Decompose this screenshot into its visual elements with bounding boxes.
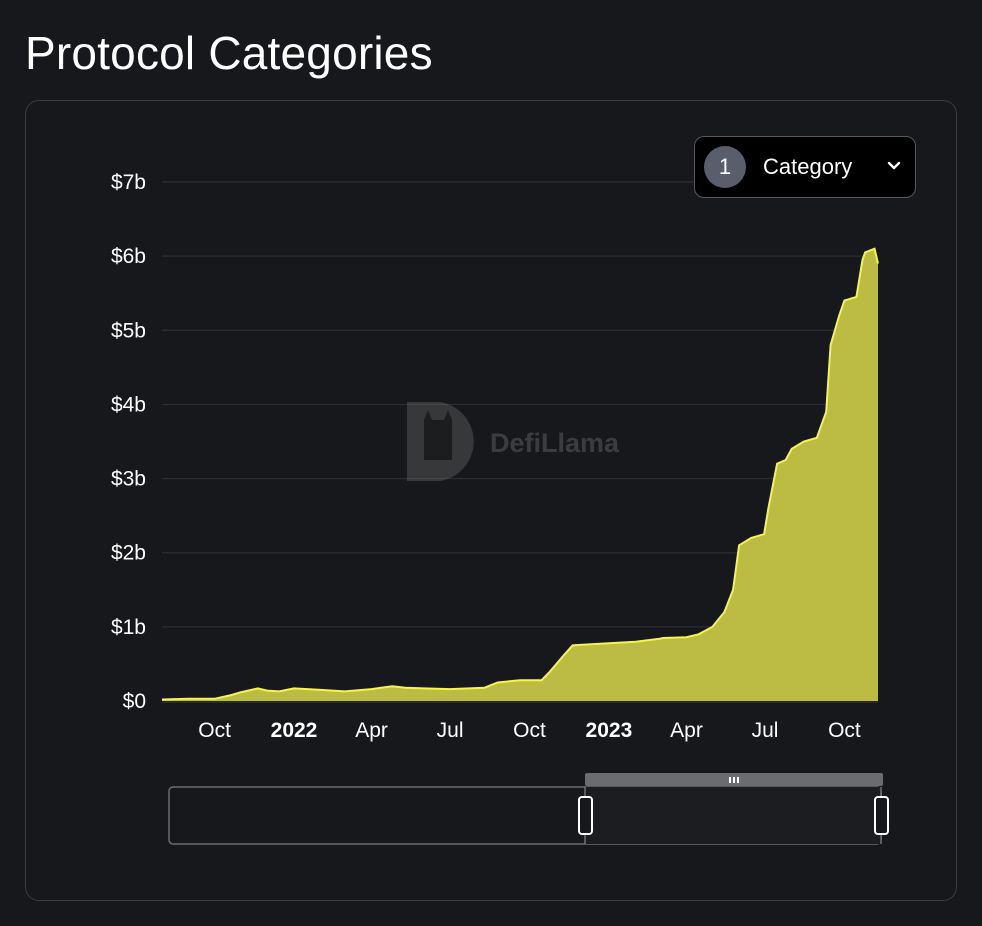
series-line — [161, 247, 879, 701]
x-tick-label: Apr — [670, 719, 703, 742]
y-tick-label: $1b — [111, 616, 146, 639]
x-axis-ticks: Oct 2022 Apr Jul Oct 2023 Apr Jul Oct — [198, 719, 861, 742]
category-select-label: Category — [763, 154, 853, 179]
x-tick-label: Jul — [437, 719, 464, 742]
chevron-down-icon — [887, 161, 901, 170]
x-tick-label: Apr — [355, 719, 388, 742]
watermark: DefiLlama — [407, 402, 620, 481]
range-slider-selection[interactable] — [585, 787, 881, 844]
y-tick-label: $5b — [111, 319, 146, 342]
y-tick-label: $0 — [123, 690, 146, 713]
y-tick-label: $3b — [111, 468, 146, 491]
range-slider[interactable] — [168, 773, 889, 845]
drag-grip-icon — [729, 777, 739, 783]
x-tick-label: 2023 — [586, 719, 633, 742]
grid-lines — [162, 181, 878, 628]
range-slider-right-handle[interactable] — [874, 796, 889, 835]
range-slider-left-handle[interactable] — [578, 796, 593, 835]
x-tick-label: 2022 — [271, 719, 318, 742]
x-tick-label: Oct — [513, 719, 546, 742]
y-tick-label: $7b — [111, 171, 146, 194]
page-title: Protocol Categories — [25, 27, 433, 79]
x-tick-label: Oct — [198, 719, 231, 742]
y-axis-ticks: $0 $1b $2b $3b $4b $5b $6b $7b — [111, 171, 146, 713]
x-tick-label: Oct — [828, 719, 861, 742]
y-tick-label: $4b — [111, 393, 146, 416]
x-tick-label: Jul — [752, 719, 779, 742]
y-tick-label: $6b — [111, 245, 146, 268]
category-select[interactable]: 1 Category — [694, 136, 916, 198]
llama-logo-icon — [407, 402, 474, 481]
y-tick-label: $2b — [111, 542, 146, 565]
area-series — [161, 247, 879, 703]
selected-count-badge: 1 — [704, 146, 746, 188]
watermark-text: DefiLlama — [490, 428, 620, 458]
series-area — [162, 248, 878, 701]
